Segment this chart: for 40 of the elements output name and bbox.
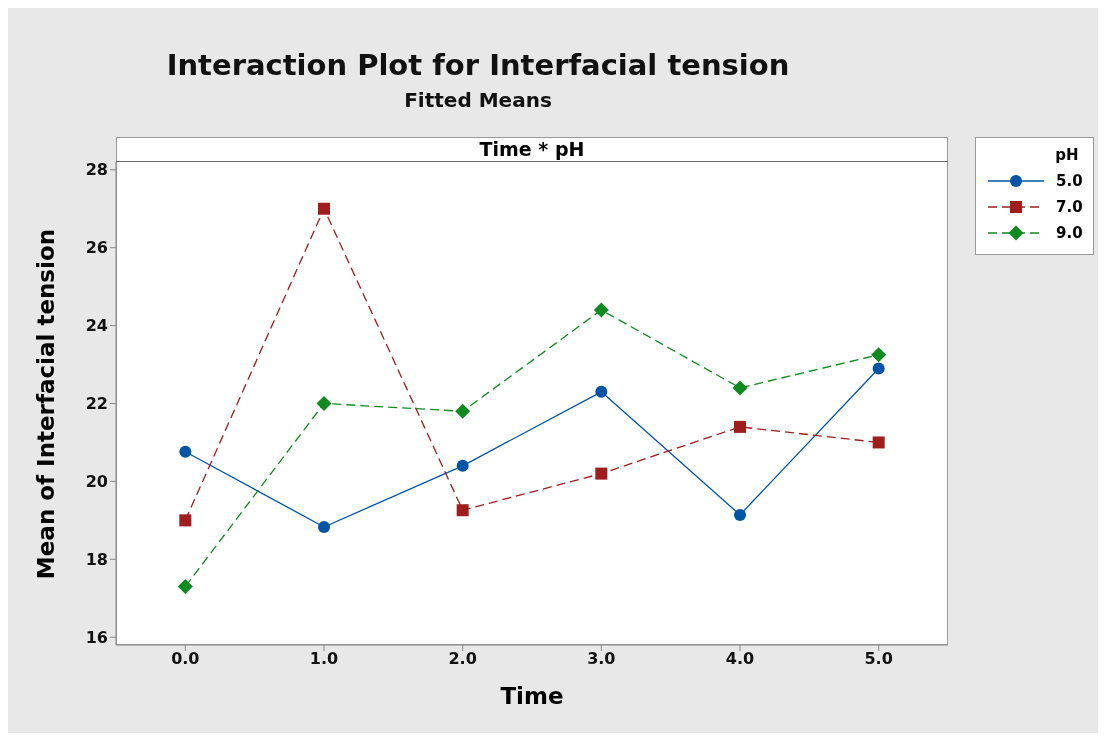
x-tick-label: 3.0 xyxy=(587,649,616,669)
text: Time * pH xyxy=(116,137,948,162)
point xyxy=(872,362,885,375)
chart-title: Interaction Plot for Interfacial tension xyxy=(165,48,791,82)
x-tick-label: 5.0 xyxy=(864,649,893,669)
y-tick-label: 28 xyxy=(85,160,108,180)
legend-title: pH xyxy=(1054,146,1080,164)
y-tick-label: 24 xyxy=(85,316,108,336)
x-tick-label: 2.0 xyxy=(448,649,477,669)
x-tick-label: 0.0 xyxy=(171,649,200,669)
x-axis-title: Time xyxy=(499,683,565,709)
y-tick-label: 22 xyxy=(85,394,108,414)
chart-subtitle: Fitted Means xyxy=(403,88,553,112)
point xyxy=(456,459,469,472)
x-tick-label: 1.0 xyxy=(309,649,339,669)
point xyxy=(179,445,192,458)
legend-label: 9.0 xyxy=(1056,224,1083,242)
y-tick-label: 20 xyxy=(85,472,108,492)
x-tick-label: 4.0 xyxy=(725,649,755,669)
point xyxy=(732,380,748,396)
point xyxy=(871,347,887,363)
legend-label: 5.0 xyxy=(1056,172,1083,190)
point xyxy=(734,420,746,433)
point xyxy=(318,202,330,215)
point xyxy=(734,508,746,521)
point xyxy=(177,579,193,595)
y-axis-title: Mean of Interfacial tension xyxy=(33,227,60,581)
point xyxy=(316,396,332,411)
legend-label: 7.0 xyxy=(1056,198,1083,216)
point xyxy=(595,467,608,480)
point xyxy=(593,302,609,318)
point xyxy=(179,514,192,527)
y-tick-label: 26 xyxy=(85,238,108,258)
point xyxy=(456,504,469,517)
y-tick-label: 18 xyxy=(85,549,108,569)
point xyxy=(595,385,608,398)
point xyxy=(455,403,471,419)
point xyxy=(318,520,330,533)
y-tick-label: 16 xyxy=(85,627,108,647)
point xyxy=(872,436,885,449)
